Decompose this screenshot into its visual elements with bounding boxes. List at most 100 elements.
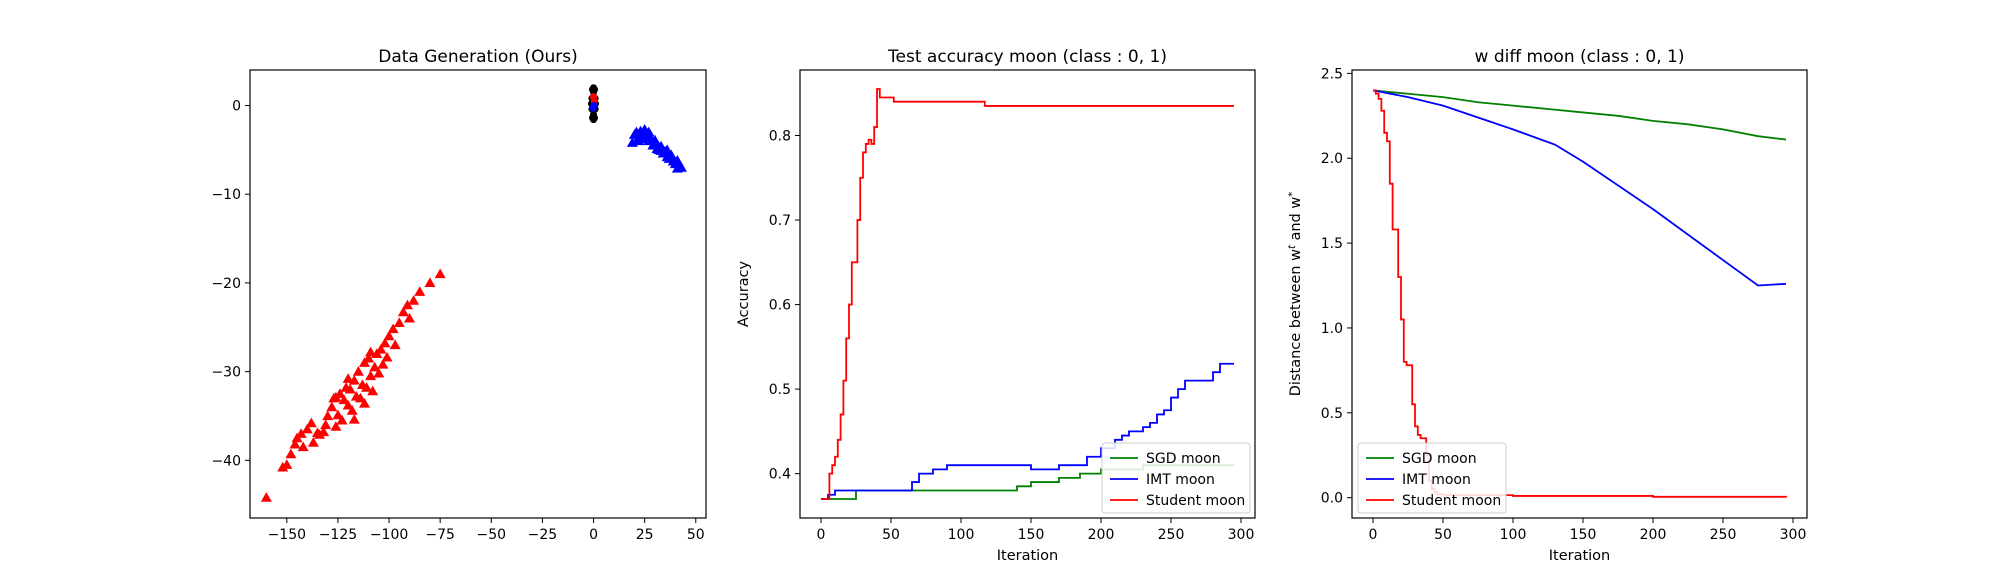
y-tick-label: 0.5 bbox=[1321, 406, 1343, 422]
y-tick-label: 1.0 bbox=[1321, 321, 1343, 337]
legend-entry: IMT moon bbox=[1146, 472, 1215, 488]
x-tick-label: 300 bbox=[1780, 527, 1807, 543]
scatter-point bbox=[285, 448, 297, 459]
x-tick-label: −25 bbox=[528, 527, 558, 543]
legend-box bbox=[1101, 442, 1251, 514]
y-tick-label: 0 bbox=[232, 98, 241, 114]
scatter-point bbox=[363, 352, 375, 363]
x-tick-label: 300 bbox=[1228, 527, 1255, 543]
scatter-point bbox=[365, 370, 377, 381]
scatter-point bbox=[305, 417, 317, 428]
scatter-point bbox=[354, 392, 366, 403]
scatter-point bbox=[359, 398, 371, 408]
legend-entry: SGD moon bbox=[1146, 451, 1221, 467]
plot-area bbox=[1372, 89, 1787, 498]
y-tick-label: 0.7 bbox=[769, 213, 791, 229]
scatter-point bbox=[336, 414, 348, 425]
scatter-point bbox=[297, 441, 309, 452]
chart-title: Test accuracy moon (class : 0, 1) bbox=[887, 47, 1167, 67]
x-tick-label: −50 bbox=[477, 527, 507, 543]
y-tick-label: 0.4 bbox=[769, 467, 791, 483]
scatter-point bbox=[424, 277, 436, 288]
scatter-point bbox=[387, 323, 399, 334]
scatter-point bbox=[301, 423, 313, 434]
scatter-point bbox=[661, 144, 673, 154]
scatter-point bbox=[414, 286, 426, 296]
x-tick-label: −125 bbox=[319, 527, 357, 543]
y-axis-label-part: and w bbox=[1288, 197, 1304, 245]
scatter-point bbox=[342, 399, 354, 410]
axes-frame bbox=[1351, 69, 1808, 519]
scatter-point bbox=[389, 339, 401, 350]
x-tick-label: −150 bbox=[268, 527, 306, 543]
scatter-point bbox=[393, 317, 405, 327]
y-tick-label: 0.6 bbox=[769, 298, 791, 314]
scatter-point bbox=[590, 84, 598, 92]
chart-title: w diff moon (class : 0, 1) bbox=[1475, 47, 1685, 67]
scatter-point bbox=[344, 383, 356, 394]
y-axis-label-part: t bbox=[1287, 244, 1298, 249]
series-line-3 bbox=[1373, 89, 1787, 498]
chart-1: Data Generation (Ours)−150 −125 −100 −75 −50… bbox=[211, 47, 707, 543]
scatter-point bbox=[434, 268, 446, 279]
axes-frame bbox=[799, 69, 1256, 519]
x-tick-label: 150 bbox=[1018, 527, 1045, 543]
scatter-point bbox=[338, 394, 350, 405]
x-tick-label: 100 bbox=[948, 527, 975, 543]
x-tick-label: 0 bbox=[1369, 527, 1378, 543]
x-tick-label: 25 bbox=[636, 527, 654, 543]
y-tick-label: −10 bbox=[211, 187, 241, 203]
scatter-point bbox=[373, 367, 385, 378]
x-axis-label: Iteration bbox=[997, 548, 1059, 564]
x-tick-label: 250 bbox=[1710, 527, 1737, 543]
x-tick-label: −100 bbox=[370, 527, 408, 543]
scatter-point bbox=[260, 492, 272, 502]
scatter-point bbox=[649, 134, 661, 145]
scatter-point bbox=[369, 361, 381, 372]
axes-frame bbox=[249, 69, 707, 519]
chart-2: Test accuracy moon (class : 0, 1) 0 50 100 1… bbox=[736, 47, 1256, 564]
scatter-point bbox=[633, 135, 645, 146]
scatter-point bbox=[590, 116, 598, 124]
scatter-point bbox=[289, 438, 301, 449]
legend: SGD moon IMT moon Student moon bbox=[1357, 442, 1507, 514]
legend-entry: IMT moon bbox=[1402, 472, 1471, 488]
scatter-point bbox=[311, 427, 323, 437]
x-tick-label: 250 bbox=[1158, 527, 1185, 543]
y-tick-label: −30 bbox=[211, 365, 241, 381]
x-tick-label: 100 bbox=[1500, 527, 1527, 543]
series-line-1 bbox=[1372, 89, 1787, 141]
scatter-point bbox=[383, 330, 395, 341]
scatter-point bbox=[326, 401, 338, 412]
x-tick-label: 50 bbox=[882, 527, 900, 543]
y-axis-label: Distance between wt and w* bbox=[1287, 192, 1305, 396]
y-tick-label: −20 bbox=[211, 276, 241, 292]
scatter-point bbox=[367, 385, 379, 396]
scatter-point bbox=[307, 437, 319, 447]
series-line-2 bbox=[821, 362, 1234, 500]
scatter-point bbox=[671, 154, 683, 165]
y-axis-label-part: * bbox=[1287, 192, 1298, 197]
y-tick-label: 2.0 bbox=[1321, 151, 1343, 167]
chart-title: Data Generation (Ours) bbox=[378, 47, 578, 67]
x-tick-label: 150 bbox=[1570, 527, 1597, 543]
scatter-point bbox=[332, 409, 344, 420]
scatter-point bbox=[295, 428, 307, 438]
y-tick-label: 1.5 bbox=[1321, 236, 1343, 252]
x-tick-label: 200 bbox=[1640, 527, 1667, 543]
x-tick-label: 50 bbox=[687, 527, 705, 543]
x-tick-label: 50 bbox=[1434, 527, 1452, 543]
y-tick-label: 0.8 bbox=[769, 129, 791, 145]
scatter-point bbox=[375, 343, 387, 354]
x-tick-label: 200 bbox=[1088, 527, 1115, 543]
x-tick-label: 0 bbox=[589, 527, 598, 543]
scatter-point bbox=[408, 295, 420, 305]
scatter-point bbox=[342, 373, 354, 383]
scatter-point bbox=[397, 306, 409, 317]
scatter-point bbox=[379, 337, 391, 348]
scatter-point bbox=[671, 162, 683, 173]
series-line-2 bbox=[1372, 89, 1787, 287]
scatter-point bbox=[281, 459, 293, 469]
y-axis-label-part: Distance between w bbox=[1288, 249, 1304, 396]
